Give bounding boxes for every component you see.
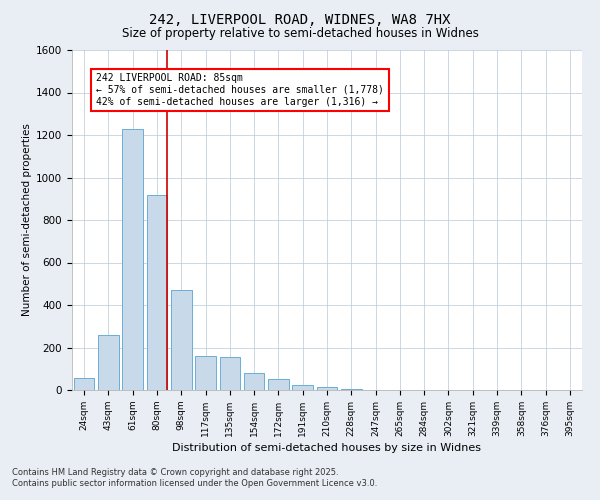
Bar	[98, 335, 119, 390]
Bar	[74, 378, 94, 390]
Bar	[268, 380, 289, 390]
Text: 242 LIVERPOOL ROAD: 85sqm
← 57% of semi-detached houses are smaller (1,778)
42% : 242 LIVERPOOL ROAD: 85sqm ← 57% of semi-…	[96, 74, 384, 106]
Bar	[244, 373, 265, 390]
Bar	[171, 290, 191, 390]
Bar	[220, 357, 240, 390]
Bar	[195, 356, 216, 390]
X-axis label: Distribution of semi-detached houses by size in Widnes: Distribution of semi-detached houses by …	[173, 443, 482, 453]
Text: 242, LIVERPOOL ROAD, WIDNES, WA8 7HX: 242, LIVERPOOL ROAD, WIDNES, WA8 7HX	[149, 12, 451, 26]
Bar	[292, 384, 313, 390]
Text: Size of property relative to semi-detached houses in Widnes: Size of property relative to semi-detach…	[122, 28, 478, 40]
Bar	[122, 128, 143, 390]
Bar	[341, 389, 362, 390]
Bar	[146, 194, 167, 390]
Text: Contains HM Land Registry data © Crown copyright and database right 2025.
Contai: Contains HM Land Registry data © Crown c…	[12, 468, 377, 487]
Y-axis label: Number of semi-detached properties: Number of semi-detached properties	[22, 124, 32, 316]
Bar	[317, 387, 337, 390]
